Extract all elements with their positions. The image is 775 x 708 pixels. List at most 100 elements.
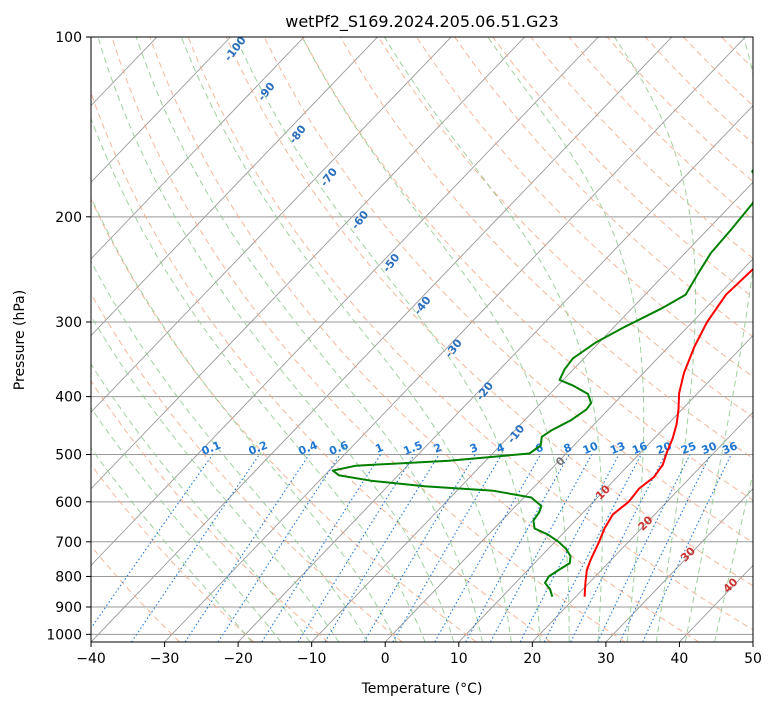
- mixing-ratio-label: 36: [720, 439, 739, 457]
- dry-adiabat: [721, 37, 753, 69]
- dry-adiabat: [91, 198, 477, 642]
- plot-area: 0.1 0.2 0.4 0.6 1 1.5 2 3 4 6 8 10 13 16 20 25 30 36-100-…: [91, 34, 775, 642]
- isotherm-label: 40: [721, 575, 741, 595]
- mixing-ratio-line: [91, 454, 214, 630]
- dry-adiabat: [91, 91, 551, 642]
- y-tick-label: 300: [55, 315, 82, 331]
- mixing-ratio-line: [261, 454, 382, 642]
- moist-adiabat: [684, 37, 753, 642]
- y-tick-label: 600: [55, 495, 82, 511]
- y-tick-label: 100: [55, 30, 82, 46]
- moist-adiabat: [714, 472, 753, 642]
- dry-adiabat: [644, 37, 753, 145]
- mixing-ratio-label: 0.6: [327, 438, 350, 457]
- dry-adiabat: [339, 37, 753, 460]
- y-tick-label: 1000: [46, 627, 82, 643]
- moist-adiabat: [91, 260, 369, 642]
- mixing-ratio-label: 13: [608, 439, 627, 457]
- moist-adiabat: [135, 37, 484, 642]
- x-tick-label: 20: [523, 651, 541, 667]
- dry-adiabat: [492, 37, 753, 299]
- mixing-ratio-label: 0.4: [297, 438, 320, 457]
- dry-adiabat: [301, 37, 753, 501]
- isotherm-line: [237, 105, 753, 642]
- isotherm-line: [532, 411, 753, 642]
- x-tick-label: 10: [450, 651, 468, 667]
- y-tick-label: 700: [55, 535, 82, 551]
- mixing-ratio-lines: [91, 454, 732, 642]
- moist-adiabat: [91, 314, 340, 642]
- moist-adiabat: [91, 406, 282, 642]
- mixing-ratio-line: [519, 454, 620, 642]
- isotherm-line: [384, 258, 753, 642]
- mixing-ratio-label: 8: [562, 441, 574, 456]
- y-tick-label: 500: [55, 448, 82, 464]
- mixing-ratio-label: 20: [654, 439, 673, 457]
- mixing-ratio-label: 16: [630, 439, 649, 457]
- x-axis-ticks: −40 −30 −20 −10 0 10 20 30 40 50: [76, 642, 762, 667]
- moist-adiabat-label: -100: [222, 34, 249, 64]
- isotherm-label: 30: [678, 544, 698, 564]
- dry-adiabats: [91, 37, 775, 642]
- dry-adiabat: [454, 37, 753, 338]
- x-tick-label: 40: [671, 651, 689, 667]
- moist-adiabat-label: -80: [286, 122, 309, 146]
- isotherm-line: [458, 334, 753, 642]
- moist-adiabat: [91, 447, 253, 642]
- dry-adiabat: [378, 37, 753, 418]
- mixing-ratio-label: 6: [533, 441, 545, 456]
- moist-adiabat: [487, 37, 645, 642]
- mixing-ratio-line: [570, 454, 666, 642]
- moist-adiabat-label: -60: [349, 208, 372, 232]
- dry-adiabat: [111, 37, 626, 642]
- mixing-ratio-label: 4: [494, 441, 506, 456]
- dry-adiabat: [149, 37, 700, 642]
- mixing-ratio-label: 10: [581, 439, 600, 457]
- dry-adiabat: [91, 292, 403, 642]
- mixing-ratio-line: [490, 454, 593, 642]
- moist-adiabat: [180, 37, 512, 642]
- sounding-profiles: [331, 168, 753, 597]
- mixing-ratio-line: [392, 454, 503, 642]
- x-tick-label: 50: [744, 651, 762, 667]
- isotherm-line: [91, 37, 231, 183]
- mixing-ratio-line: [465, 454, 570, 642]
- pressure-gridlines: [91, 37, 753, 635]
- mixing-ratio-line: [619, 454, 711, 642]
- x-tick-label: −20: [223, 651, 253, 667]
- isotherm-line: [91, 37, 305, 260]
- moist-adiabat: [235, 37, 541, 642]
- y-tick-label: 900: [55, 600, 82, 616]
- mixing-ratio-label: 0.2: [247, 439, 270, 458]
- mixing-ratio-label: 0.1: [200, 439, 223, 458]
- mixing-ratio-line: [131, 454, 260, 642]
- moist-adiabat: [301, 37, 570, 642]
- temperature-profile: [583, 267, 753, 597]
- x-tick-label: 30: [597, 651, 615, 667]
- moist-adiabats: [91, 37, 753, 642]
- moist-adiabat-label: -90: [255, 80, 278, 104]
- moist-adiabat-label: -40: [411, 294, 434, 318]
- x-tick-label: −40: [76, 651, 106, 667]
- isotherm-label: 0: [553, 454, 568, 469]
- dry-adiabat: [91, 463, 255, 642]
- y-axis-label: Pressure (hPa): [12, 290, 28, 390]
- dry-adiabat: [416, 37, 753, 378]
- plot-frame: [90, 36, 754, 643]
- reference-line-labels: 0.1 0.2 0.4 0.6 1 1.5 2 3 4 6 8 10 13 16 20 25 30 36-100-…: [200, 34, 741, 596]
- moist-adiabat-label: -20: [474, 379, 497, 403]
- x-axis-label: Temperature (°C): [361, 681, 483, 697]
- mixing-ratio-label: 1: [373, 441, 385, 456]
- skewed-isotherms: [91, 37, 753, 642]
- moist-adiabat-label: -70: [318, 165, 341, 189]
- isotherm-line: [752, 641, 753, 642]
- isotherm-line: [164, 37, 746, 642]
- dewpoint-profile: [331, 168, 753, 597]
- moist-adiabat: [91, 196, 397, 642]
- mixing-ratio-line: [217, 454, 341, 642]
- mixing-ratio-line: [363, 454, 476, 642]
- moist-adiabat: [383, 37, 603, 642]
- dry-adiabat: [760, 37, 775, 642]
- mixing-ratio-label: 30: [700, 439, 719, 457]
- y-axis-ticks: 100 200 300 400 500 600 700 800 900 1000: [46, 30, 91, 643]
